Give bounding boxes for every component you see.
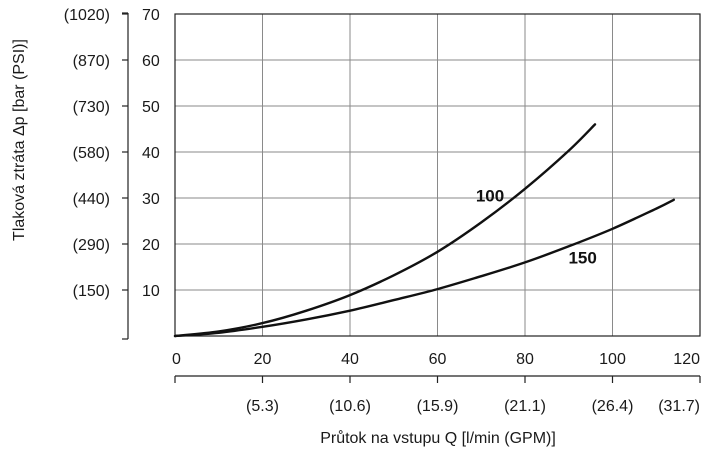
y-tick-label-secondary-4: (730) [73,99,110,116]
y-tick-label-secondary-0: (150) [73,283,110,300]
series-line-100 [173,123,597,338]
x-tick-label-secondary-1: (10.6) [329,398,371,415]
x-tick-label-secondary-3: (21.1) [504,398,546,415]
x-tick-label-1: 20 [254,351,272,368]
x-tick-label-6: 120 [673,351,700,368]
y-tick-label-6: 70 [142,7,160,24]
series-label-150: 150 [568,249,596,268]
tick-labels: 10 20 30 40 50 60 70 (150) (290) (440) (580) (730) (… [64,7,700,415]
series-label-100: 100 [476,187,504,206]
x-tick-label-0: 0 [172,351,181,368]
y-tick-label-secondary-1: (290) [73,237,110,254]
x-tick-label-secondary-4: (26.4) [592,398,634,415]
y-axis-label: Tlaková ztráta Δp [bar (PSI)] [11,39,28,241]
x-tick-label-secondary-5: (31.7) [658,398,700,415]
grid [175,13,701,336]
x-tick-label-3: 60 [429,351,447,368]
x-axis-label: Průtok na vstupu Q [l/min (GPM)] [320,429,556,447]
y-tick-label-0: 10 [142,283,160,300]
y-tick-label-secondary-3: (580) [73,145,110,162]
y-tick-label-5: 60 [142,53,160,70]
y-tick-label-4: 50 [142,99,160,116]
x-tick-label-4: 80 [516,351,534,368]
axes [122,12,701,383]
y-tick-label-secondary-6: (1020) [64,7,110,24]
y-tick-label-1: 20 [142,237,160,254]
x-tick-label-2: 40 [341,351,359,368]
series-line-150 [173,198,675,338]
series-group: 100 150 [173,123,675,338]
y-tick-label-3: 40 [142,145,160,162]
y-tick-label-secondary-2: (440) [73,191,110,208]
x-tick-label-secondary-2: (15.9) [417,398,459,415]
x-tick-label-secondary-0: (5.3) [246,398,279,415]
x-tick-label-5: 100 [599,351,626,368]
plot-frame [174,13,701,337]
y-tick-label-secondary-5: (870) [73,53,110,70]
y-tick-label-2: 30 [142,191,160,208]
